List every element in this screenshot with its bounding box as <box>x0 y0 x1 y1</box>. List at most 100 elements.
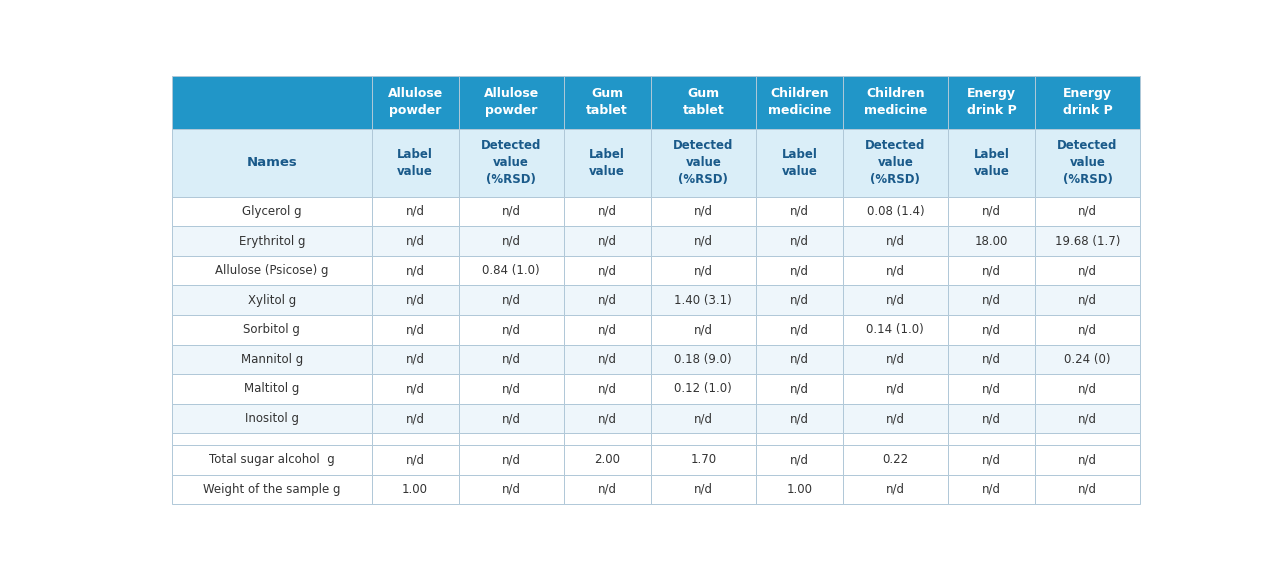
Text: Detected
value
(%RSD): Detected value (%RSD) <box>673 139 733 186</box>
Bar <box>842 404 948 433</box>
Text: n/d: n/d <box>790 294 809 307</box>
Text: n/d: n/d <box>406 264 425 277</box>
Bar <box>172 445 371 475</box>
Text: n/d: n/d <box>790 264 809 277</box>
Text: n/d: n/d <box>502 205 521 218</box>
Bar <box>756 344 842 374</box>
Bar <box>458 344 564 374</box>
Bar <box>172 433 371 445</box>
Text: Detected
value
(%RSD): Detected value (%RSD) <box>481 139 541 186</box>
Bar <box>564 475 650 504</box>
Text: Weight of the sample g: Weight of the sample g <box>204 483 340 496</box>
Text: Gum
tablet: Gum tablet <box>586 87 628 117</box>
Text: n/d: n/d <box>790 323 809 336</box>
Text: n/d: n/d <box>502 294 521 307</box>
Bar <box>756 197 842 226</box>
Text: n/d: n/d <box>694 323 713 336</box>
Bar <box>371 404 458 433</box>
Bar <box>371 475 458 504</box>
Bar <box>371 374 458 404</box>
Bar <box>756 256 842 285</box>
Bar <box>371 285 458 315</box>
Bar <box>1034 433 1140 445</box>
Bar <box>842 374 948 404</box>
Text: n/d: n/d <box>790 382 809 395</box>
Bar <box>948 226 1034 256</box>
Text: Label
value: Label value <box>397 148 433 177</box>
Text: n/d: n/d <box>406 205 425 218</box>
Bar <box>564 374 650 404</box>
Bar <box>650 315 756 344</box>
Bar <box>172 129 371 197</box>
Bar <box>458 374 564 404</box>
Bar <box>948 374 1034 404</box>
Bar <box>948 197 1034 226</box>
Bar <box>1034 315 1140 344</box>
Bar <box>650 433 756 445</box>
Bar <box>948 404 1034 433</box>
Text: n/d: n/d <box>886 235 905 247</box>
Bar <box>1034 445 1140 475</box>
Text: n/d: n/d <box>886 294 905 307</box>
Bar <box>371 256 458 285</box>
Text: n/d: n/d <box>886 382 905 395</box>
Bar <box>371 226 458 256</box>
Text: n/d: n/d <box>790 235 809 247</box>
Bar <box>1034 197 1140 226</box>
Bar <box>371 445 458 475</box>
Text: n/d: n/d <box>406 382 425 395</box>
Text: n/d: n/d <box>598 412 617 425</box>
Text: n/d: n/d <box>1078 323 1097 336</box>
Text: n/d: n/d <box>502 235 521 247</box>
Text: n/d: n/d <box>886 353 905 366</box>
Bar <box>172 285 371 315</box>
Text: n/d: n/d <box>502 323 521 336</box>
Bar <box>564 256 650 285</box>
Text: n/d: n/d <box>406 353 425 366</box>
Bar <box>1034 374 1140 404</box>
Bar <box>172 76 371 129</box>
Text: n/d: n/d <box>1078 294 1097 307</box>
Bar <box>564 344 650 374</box>
Text: n/d: n/d <box>1078 382 1097 395</box>
Text: 0.24 (0): 0.24 (0) <box>1064 353 1111 366</box>
Bar <box>564 433 650 445</box>
Text: n/d: n/d <box>502 412 521 425</box>
Text: Names: Names <box>247 156 297 169</box>
Bar <box>756 475 842 504</box>
Text: n/d: n/d <box>1078 453 1097 466</box>
Bar <box>172 256 371 285</box>
Text: n/d: n/d <box>502 353 521 366</box>
Bar <box>564 285 650 315</box>
Text: n/d: n/d <box>598 264 617 277</box>
Text: Label
value: Label value <box>589 148 625 177</box>
Text: Xylitol g: Xylitol g <box>248 294 296 307</box>
Bar <box>948 76 1034 129</box>
Text: Children
medicine: Children medicine <box>768 87 831 117</box>
Bar <box>564 226 650 256</box>
Bar <box>842 129 948 197</box>
Text: 0.18 (9.0): 0.18 (9.0) <box>675 353 732 366</box>
Text: n/d: n/d <box>406 453 425 466</box>
Bar <box>650 197 756 226</box>
Bar <box>458 76 564 129</box>
Text: n/d: n/d <box>982 353 1001 366</box>
Text: n/d: n/d <box>694 264 713 277</box>
Bar <box>564 76 650 129</box>
Text: n/d: n/d <box>982 294 1001 307</box>
Bar <box>842 315 948 344</box>
Bar <box>948 129 1034 197</box>
Text: 1.00: 1.00 <box>786 483 813 496</box>
Bar <box>948 433 1034 445</box>
Bar <box>650 256 756 285</box>
Text: n/d: n/d <box>982 205 1001 218</box>
Bar <box>371 344 458 374</box>
Bar <box>1034 256 1140 285</box>
Text: n/d: n/d <box>982 453 1001 466</box>
Bar <box>371 433 458 445</box>
Bar <box>458 226 564 256</box>
Bar <box>842 256 948 285</box>
Bar <box>948 285 1034 315</box>
Bar <box>458 433 564 445</box>
Bar <box>1034 129 1140 197</box>
